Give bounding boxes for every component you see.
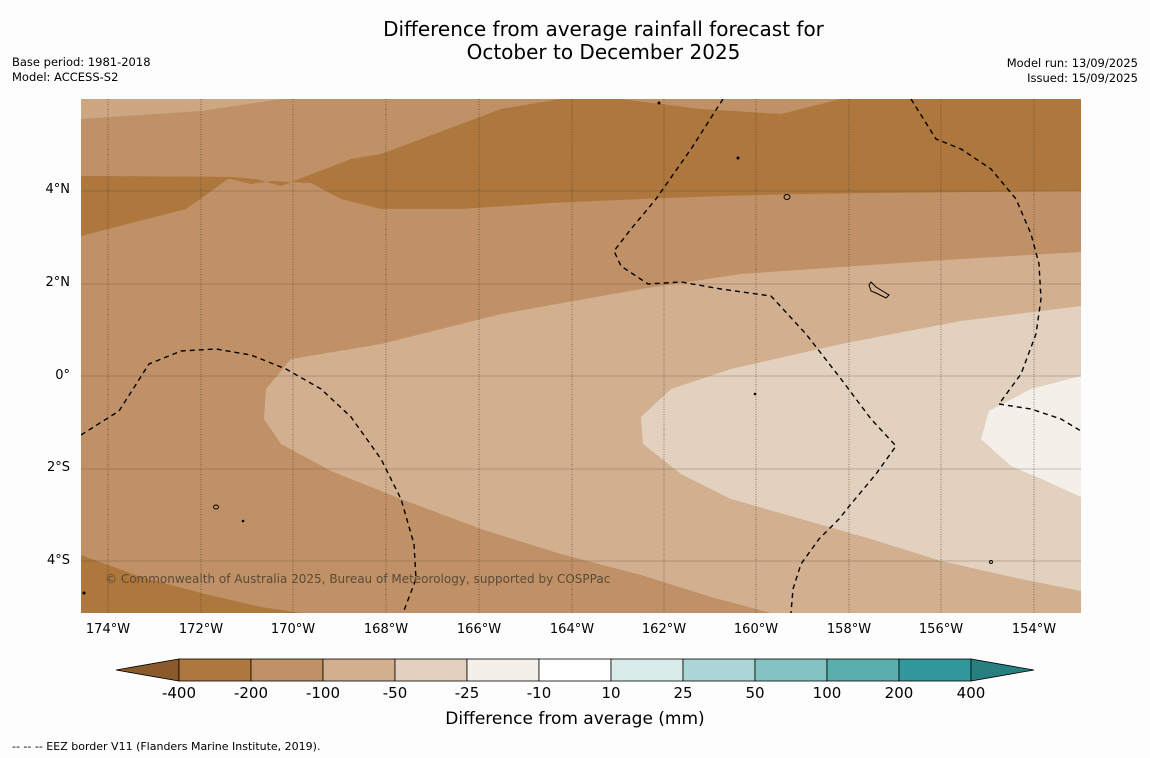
eez-footnote: -- -- -- EEZ border V11 (Flanders Marine… [12,740,321,753]
lat-label-4s: 4°S [46,553,70,568]
colorbar-segment [466,658,540,682]
lon-label-156w: 156°W [918,622,964,637]
colorbar-segment [322,658,396,682]
meta-left: Base period: 1981-2018 Model: ACCESS-S2 [12,55,151,85]
colorbar-tick: 400 [956,684,986,702]
colorbar-tick: -100 [305,684,341,702]
colorbar-tick: 25 [673,684,693,702]
eez-borders [81,99,1081,613]
meta-right: Model run: 13/09/2025 Issued: 15/09/2025 [1007,56,1138,86]
colorbar-label: Difference from average (mm) [445,709,705,729]
colorbar-segment [178,658,252,682]
colorbar-segment [610,658,684,682]
title-line-1: Difference from average rainfall forecas… [383,17,824,41]
lon-label-172w: 172°W [178,622,224,637]
colorbar-segment [898,658,972,682]
band-25-50 [641,306,1081,591]
colorbar-tick: -400 [161,684,197,702]
band-200-400-bottom [81,555,301,613]
colorbar-extend-left [115,658,180,682]
band-10-25 [981,376,1081,497]
lon-label-168w: 168°W [363,622,409,637]
issued-date: Issued: 15/09/2025 [1027,71,1138,85]
lon-label-158w: 158°W [826,622,872,637]
band-200-400-top [81,99,1081,209]
colorbar-segment [754,658,828,682]
colorbar-tick: -200 [233,684,269,702]
colorbar-tick: -10 [526,684,552,702]
lon-label-162w: 162°W [641,622,687,637]
colorbar-tick: -25 [454,684,480,702]
model-name: Model: ACCESS-S2 [12,70,119,84]
chart-title: Difference from average rainfall forecas… [300,18,907,64]
lon-label-174w: 174°W [85,622,131,637]
lon-label-164w: 164°W [549,622,595,637]
lat-label-2n: 2°N [45,275,71,290]
model-run: Model run: 13/09/2025 [1006,56,1138,70]
colorbar-segments [115,658,1035,682]
colorbar-tick: 10 [601,684,621,702]
map-svg [81,99,1081,613]
colorbar-tick: 50 [745,684,765,702]
islands [82,101,993,595]
lon-label-170w: 170°W [270,622,316,637]
title-line-2: October to December 2025 [466,40,741,64]
colorbar-tick: 200 [884,684,914,702]
copyright-notice: © Commonwealth of Australia 2025, Bureau… [105,572,611,586]
colorbar-extend-right [970,658,1035,682]
colorbar [115,658,1035,682]
colorbar-segment [682,658,756,682]
rainfall-map [81,99,1081,613]
lon-label-166w: 166°W [456,622,502,637]
graticule [107,99,1035,613]
lon-label-160w: 160°W [733,622,779,637]
colorbar-segment [250,658,324,682]
latitude-lines [81,190,1081,562]
band-50-100-topleft [81,99,281,119]
lat-label-2s: 2°S [46,460,70,475]
lon-label-154w: 154°W [1011,622,1057,637]
colorbar-segment [826,658,900,682]
base-period: Base period: 1981-2018 [12,55,151,69]
colorbar-segment [394,658,468,682]
lat-label-4n: 4°N [45,182,71,197]
colorbar-tick: -50 [382,684,408,702]
colorbar-segment [538,658,612,682]
colorbar-tick: 100 [812,684,842,702]
lat-label-0: 0° [55,368,70,383]
